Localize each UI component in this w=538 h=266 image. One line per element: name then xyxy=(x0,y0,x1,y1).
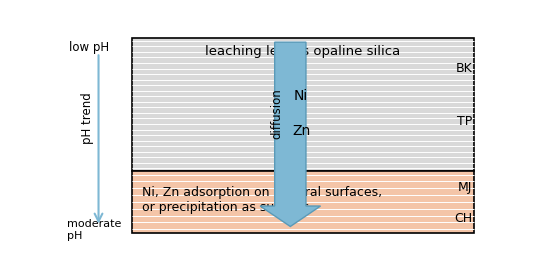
Text: diffusion: diffusion xyxy=(271,89,284,139)
Text: leaching leaves opaline silica: leaching leaves opaline silica xyxy=(205,45,400,58)
Text: Ni: Ni xyxy=(294,89,308,103)
Text: BK: BK xyxy=(456,62,472,75)
Text: TP: TP xyxy=(457,115,472,127)
Text: Ni, Zn adsorption on mineral surfaces,
or precipitation as sulfates: Ni, Zn adsorption on mineral surfaces, o… xyxy=(141,186,382,214)
Bar xyxy=(132,171,474,233)
Text: CH: CH xyxy=(455,212,472,225)
Bar xyxy=(132,38,474,171)
Text: low pH: low pH xyxy=(69,41,109,54)
Polygon shape xyxy=(260,42,321,227)
Text: pH: pH xyxy=(67,231,83,240)
Text: MJ: MJ xyxy=(458,181,472,194)
Text: pH trend: pH trend xyxy=(81,92,94,144)
Text: moderate: moderate xyxy=(67,219,122,229)
Text: Zn: Zn xyxy=(292,124,310,138)
